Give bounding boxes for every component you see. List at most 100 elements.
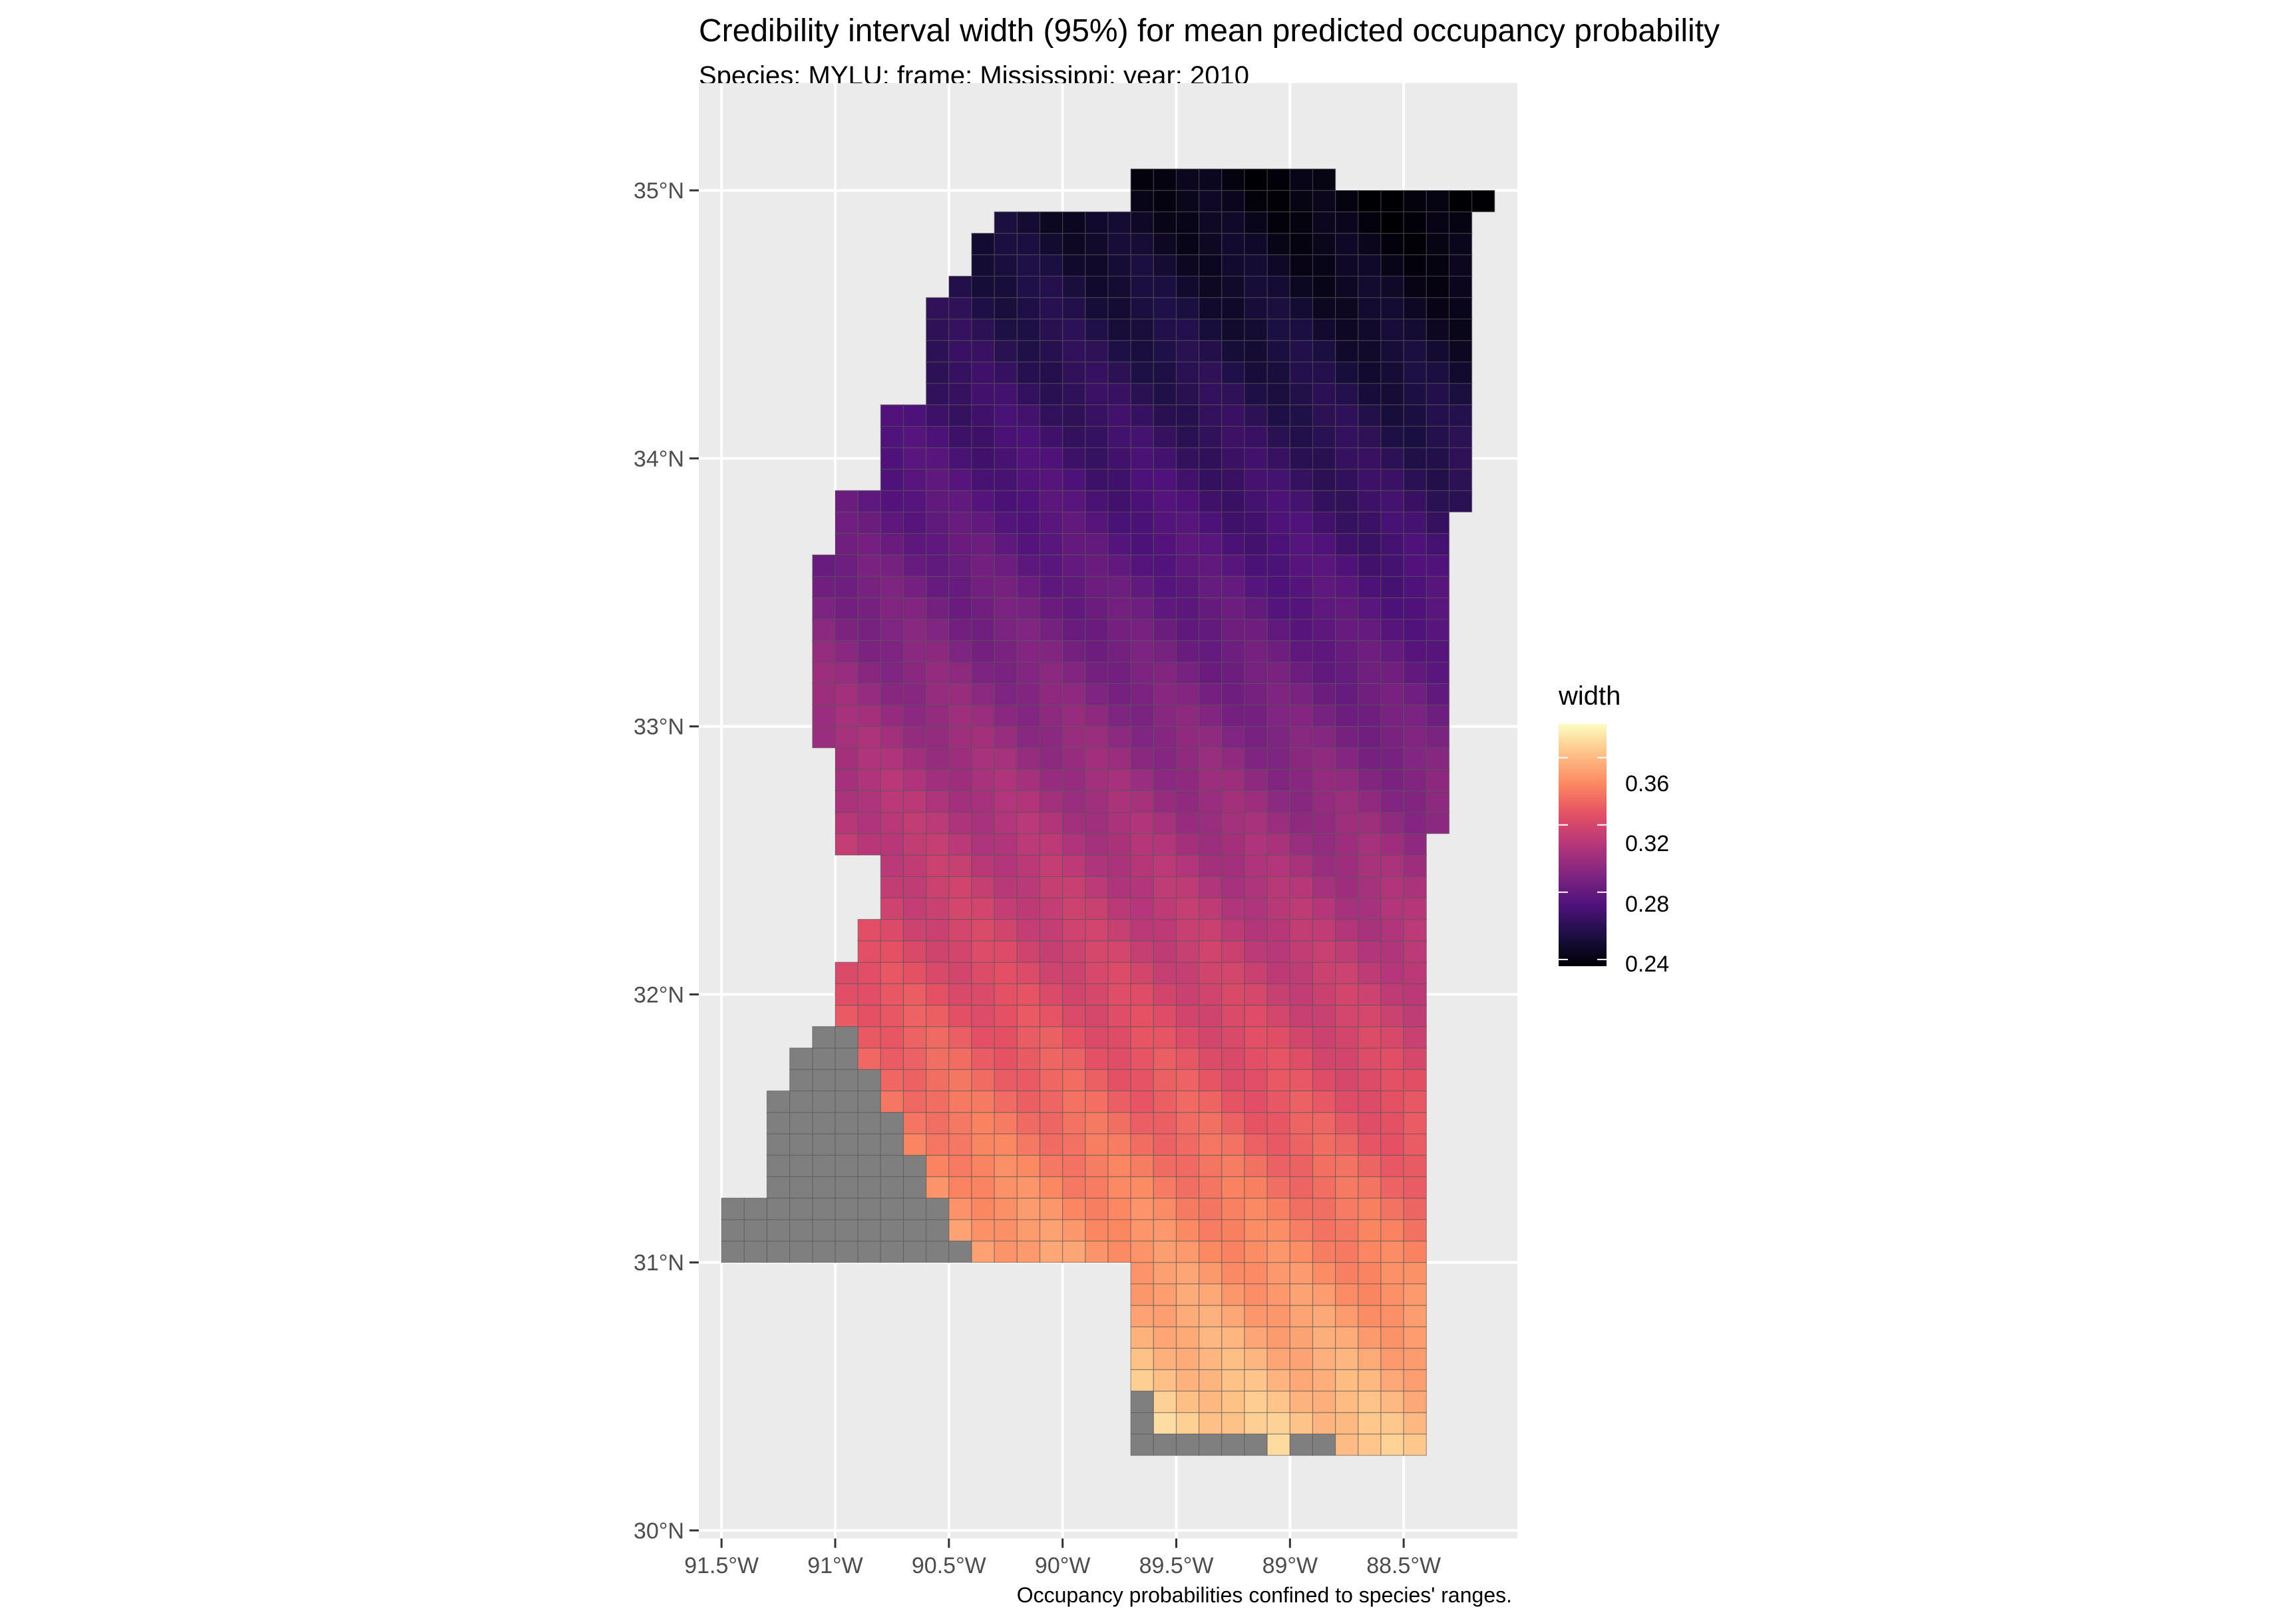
map-cell xyxy=(1335,383,1359,405)
map-cell xyxy=(1335,1347,1359,1370)
map-cell xyxy=(1289,811,1314,834)
map-cell xyxy=(1107,318,1131,341)
map-cell xyxy=(1403,897,1427,920)
map-cell xyxy=(1130,897,1154,920)
map-cell xyxy=(971,1026,995,1049)
map-cell xyxy=(994,597,1018,620)
map-cell xyxy=(1403,811,1427,834)
map-cell xyxy=(1107,511,1131,534)
map-cell xyxy=(971,468,995,491)
map-cell xyxy=(1244,661,1268,684)
map-cell xyxy=(1426,618,1450,641)
map-cell xyxy=(948,897,972,920)
map-cell xyxy=(812,618,836,641)
map-cell xyxy=(1175,962,1200,984)
map-cell xyxy=(926,468,950,491)
map-cell xyxy=(1403,1133,1427,1156)
map-cell xyxy=(1448,383,1473,405)
map-cell xyxy=(1062,576,1086,598)
map-cell xyxy=(1335,1390,1359,1413)
map-cell xyxy=(1175,919,1200,942)
map-cell xyxy=(1266,1047,1290,1070)
map-cell xyxy=(1380,747,1404,770)
map-cell xyxy=(1312,790,1336,813)
map-cell xyxy=(1358,404,1382,427)
map-cell xyxy=(1358,661,1382,684)
map-cell xyxy=(1380,425,1404,449)
map-cell xyxy=(1380,1176,1404,1199)
map-cell xyxy=(1039,447,1063,470)
map-cell xyxy=(1199,1219,1223,1242)
map-cell xyxy=(971,1133,995,1156)
map-cell xyxy=(1312,318,1336,341)
map-cell xyxy=(1039,1026,1063,1049)
map-cell xyxy=(1312,811,1336,834)
map-cell xyxy=(1403,340,1427,363)
map-cell xyxy=(1289,490,1314,513)
map-cell xyxy=(994,962,1018,984)
map-cell xyxy=(1266,383,1290,405)
map-cell xyxy=(880,1047,904,1070)
map-cell xyxy=(1448,361,1473,384)
map-cell xyxy=(1289,1133,1314,1156)
map-cell-na xyxy=(743,1197,768,1220)
map-cell xyxy=(1289,919,1314,942)
map-cell xyxy=(1175,1390,1200,1413)
map-cell xyxy=(880,533,904,556)
map-cell xyxy=(1335,790,1359,813)
map-cell xyxy=(1244,683,1268,706)
map-cell-na xyxy=(766,1090,791,1113)
map-cell xyxy=(1335,275,1359,298)
map-cell xyxy=(1199,211,1223,234)
map-cell xyxy=(1199,554,1223,577)
map-cell xyxy=(1199,1004,1223,1027)
map-cell xyxy=(1335,962,1359,984)
map-cell xyxy=(1380,876,1404,898)
map-cell xyxy=(1312,425,1336,449)
map-cell xyxy=(948,468,972,491)
map-cell xyxy=(1380,1004,1404,1027)
map-cell xyxy=(1130,554,1154,577)
map-cell xyxy=(1266,340,1290,363)
map-cell xyxy=(1358,318,1382,341)
map-cell xyxy=(1085,1240,1109,1263)
map-cell xyxy=(1107,597,1131,620)
map-cell xyxy=(1153,275,1177,298)
map-cell xyxy=(1312,640,1336,663)
legend-label-024: 0.24 xyxy=(1625,952,1670,977)
map-cell xyxy=(1107,1155,1131,1177)
map-cell-na xyxy=(812,1026,836,1049)
map-cell xyxy=(994,661,1018,684)
map-cell xyxy=(857,683,881,706)
map-cell xyxy=(880,704,904,727)
map-cell xyxy=(1016,447,1041,470)
map-cell xyxy=(1403,640,1427,663)
map-cell xyxy=(880,511,904,534)
map-cell xyxy=(1153,661,1177,684)
map-cell xyxy=(1426,490,1450,513)
map-cell xyxy=(1358,425,1382,449)
map-cell xyxy=(1403,1176,1427,1199)
map-cell xyxy=(1199,361,1223,384)
map-cell xyxy=(994,361,1018,384)
map-cell xyxy=(1062,361,1086,384)
map-cell xyxy=(880,962,904,984)
map-cell xyxy=(1107,640,1131,663)
map-cell xyxy=(1289,790,1314,813)
map-cell xyxy=(1358,1047,1382,1070)
map-cell xyxy=(1312,1176,1336,1199)
map-cell xyxy=(1153,533,1177,556)
map-cell xyxy=(1199,1412,1223,1435)
map-cell xyxy=(1221,1112,1245,1135)
map-cell xyxy=(902,683,927,706)
map-cell xyxy=(1289,1176,1314,1199)
map-cell xyxy=(1312,876,1336,898)
map-cell xyxy=(880,661,904,684)
map-cell xyxy=(1266,704,1290,727)
map-cell xyxy=(1153,383,1177,405)
map-cell xyxy=(902,1069,927,1091)
map-cell xyxy=(1085,1090,1109,1113)
map-cell-na xyxy=(1199,1433,1223,1456)
map-cell-na xyxy=(812,1133,836,1156)
